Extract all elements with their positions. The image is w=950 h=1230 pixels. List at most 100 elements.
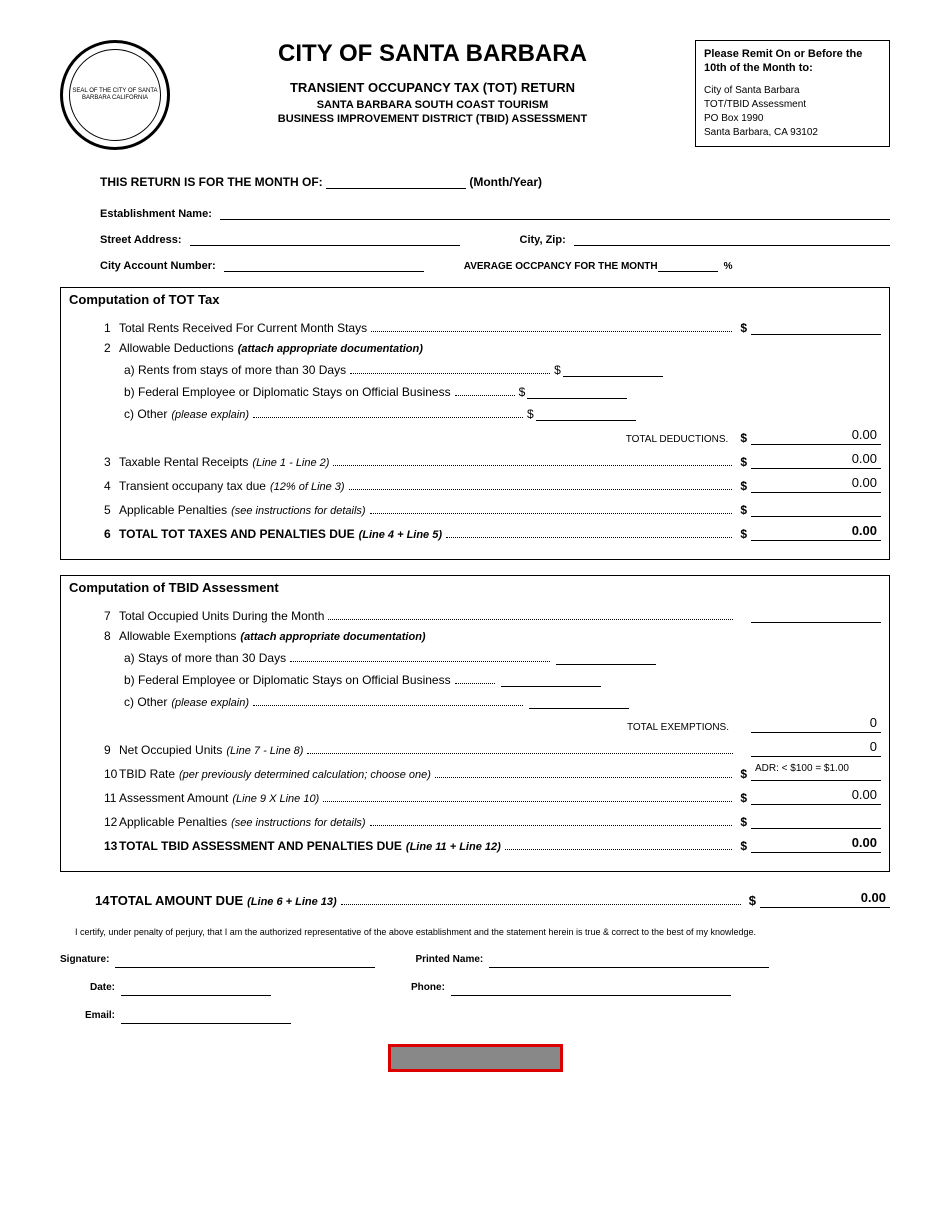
line-9-num: 9 (104, 743, 119, 757)
dollar-icon: $ (740, 815, 747, 829)
line-4-amount: 0.00 (751, 475, 881, 493)
main-title: CITY OF SANTA BARBARA (190, 40, 675, 68)
line-11-num: 11 (104, 791, 119, 805)
tbid-heading: Computation of TBID Assessment (69, 580, 881, 595)
line-13-amount: 0.00 (751, 835, 881, 853)
line-2b-text: b) Federal Employee or Diplomatic Stays … (124, 385, 451, 399)
line-4-text: Transient occupany tax due (119, 479, 266, 493)
dollar-icon: $ (740, 791, 747, 805)
line-1-amount[interactable] (751, 317, 881, 335)
est-name-input[interactable] (220, 204, 890, 220)
acct-input[interactable] (224, 256, 424, 272)
line-12-amount[interactable] (751, 811, 881, 829)
city-zip-label: City, Zip: (520, 234, 566, 246)
line-2-note: (attach appropriate documentation) (238, 343, 423, 355)
line-8a-amount[interactable] (556, 649, 656, 665)
line-2a-amount[interactable] (563, 361, 663, 377)
line-3-amount: 0.00 (751, 451, 881, 469)
month-input[interactable] (326, 175, 466, 189)
line-11-text: Assessment Amount (119, 791, 228, 805)
line-8c-note: (please explain) (171, 697, 249, 709)
email-input[interactable] (121, 1010, 291, 1024)
subtitle-2: SANTA BARBARA SOUTH COAST TOURISM (190, 99, 675, 111)
dollar-icon: $ (749, 893, 756, 908)
line-14-text: TOTAL AMOUNT DUE (110, 893, 243, 908)
month-unit: (Month/Year) (469, 175, 542, 189)
signature-input[interactable] (115, 954, 375, 968)
avg-occ-label: AVERAGE OCCPANCY FOR THE MONTH (464, 261, 658, 272)
tot-heading: Computation of TOT Tax (69, 292, 881, 307)
tot-box: Computation of TOT Tax 1 Total Rents Rec… (60, 287, 890, 560)
certification-text: I certify, under penalty of perjury, tha… (75, 926, 775, 939)
line-5-note: (see instructions for details) (231, 505, 366, 517)
pct-label: % (724, 261, 733, 272)
acct-label: City Account Number: (100, 260, 216, 272)
month-label: THIS RETURN IS FOR THE MONTH OF: (100, 175, 323, 189)
dollar-icon: $ (740, 767, 747, 781)
printed-label: Printed Name: (415, 954, 483, 968)
line-13-text: TOTAL TBID ASSESSMENT AND PENALTIES DUE (119, 839, 402, 853)
dollar-icon: $ (740, 527, 747, 541)
line-11-amount: 0.00 (751, 787, 881, 805)
line-13-note: (Line 11 + Line 12) (406, 841, 501, 853)
line-9-note: (Line 7 - Line 8) (226, 745, 303, 757)
line-10-text: TBID Rate (119, 767, 175, 781)
remit-box: Please Remit On or Before the 10th of th… (695, 40, 890, 147)
line-8-note: (attach appropriate documentation) (240, 631, 425, 643)
line-9-amount: 0 (751, 739, 881, 757)
dollar-icon: $ (527, 407, 534, 421)
remit-line2: TOT/TBID Assessment (704, 98, 881, 112)
line-3-note: (Line 1 - Line 2) (252, 457, 329, 469)
line-8c-amount[interactable] (529, 693, 629, 709)
line-1-text: Total Rents Received For Current Month S… (119, 321, 367, 335)
line-2b-amount[interactable] (527, 383, 627, 399)
phone-input[interactable] (451, 982, 731, 996)
header-row: SEAL OF THE CITY OF SANTA BARBARA CALIFO… (60, 40, 890, 150)
line-7-num: 7 (104, 609, 119, 623)
line-8b-amount[interactable] (501, 671, 601, 687)
remit-line3: PO Box 1990 (704, 112, 881, 126)
line-5-amount[interactable] (751, 499, 881, 517)
remit-address: City of Santa Barbara TOT/TBID Assessmen… (704, 84, 881, 140)
line-12-num: 12 (104, 815, 119, 829)
signature-label: Signature: (60, 954, 109, 968)
date-input[interactable] (121, 982, 271, 996)
line-8a-text: a) Stays of more than 30 Days (124, 651, 286, 665)
line-14-amount: 0.00 (760, 890, 890, 908)
line-6-note: (Line 4 + Line 5) (359, 529, 442, 541)
line-8-text: Allowable Exemptions (119, 629, 236, 643)
subtitle-3: BUSINESS IMPROVEMENT DISTRICT (TBID) ASS… (190, 113, 675, 125)
line-14-note: (Line 6 + Line 13) (247, 896, 337, 908)
line-6-text: TOTAL TOT TAXES AND PENALTIES DUE (119, 527, 355, 541)
line-5-num: 5 (104, 503, 119, 517)
dollar-icon: $ (740, 455, 747, 469)
street-input[interactable] (190, 230, 460, 246)
dollar-icon: $ (519, 385, 526, 399)
printed-input[interactable] (489, 954, 769, 968)
line-1-num: 1 (104, 321, 119, 335)
line-10-amount[interactable]: ADR: < $100 = $1.00 (751, 763, 881, 781)
line-6-amount: 0.00 (751, 523, 881, 541)
month-line: THIS RETURN IS FOR THE MONTH OF: (Month/… (100, 175, 890, 189)
line-14-num: 14 (95, 893, 110, 908)
dollar-icon: $ (554, 363, 561, 377)
line-2c-amount[interactable] (536, 405, 636, 421)
seal-text: SEAL OF THE CITY OF SANTA BARBARA CALIFO… (63, 88, 167, 102)
line-3-text: Taxable Rental Receipts (119, 455, 248, 469)
dollar-icon: $ (740, 321, 747, 335)
date-label: Date: (90, 982, 115, 996)
avg-occ-input[interactable] (658, 258, 718, 272)
line-7-amount[interactable] (751, 605, 881, 623)
line-10-note: (per previously determined calculation; … (179, 769, 431, 781)
city-zip-input[interactable] (574, 230, 890, 246)
dollar-icon: $ (740, 431, 747, 445)
grand-total-row: 14 TOTAL AMOUNT DUE (Line 6 + Line 13) $… (95, 890, 890, 908)
remit-line4: Santa Barbara, CA 93102 (704, 126, 881, 140)
subtitle-1: TRANSIENT OCCUPANCY TAX (TOT) RETURN (190, 80, 675, 95)
total-ded-label: TOTAL DEDUCTIONS. (626, 434, 729, 445)
line-12-note: (see instructions for details) (231, 817, 366, 829)
remit-heading: Please Remit On or Before the 10th of th… (704, 47, 881, 76)
line-7-text: Total Occupied Units During the Month (119, 609, 324, 623)
action-button[interactable] (388, 1044, 563, 1072)
est-name-label: Establishment Name: (100, 208, 212, 220)
